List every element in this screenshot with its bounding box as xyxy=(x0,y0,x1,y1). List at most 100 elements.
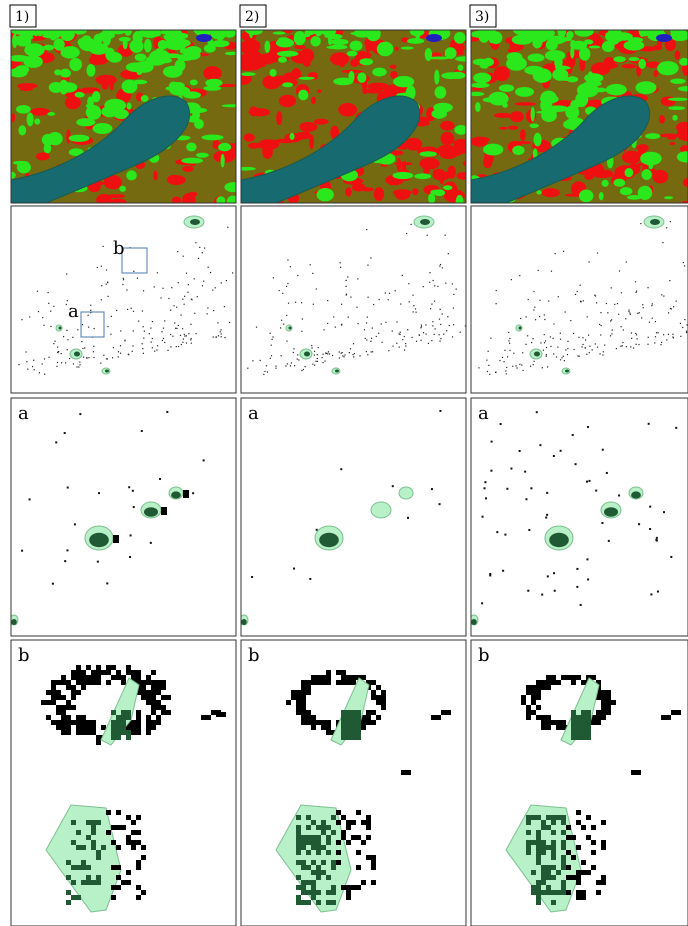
detected-pixel xyxy=(531,885,536,890)
green-class xyxy=(668,106,685,110)
change-pixel xyxy=(136,670,141,675)
detected-pixel xyxy=(326,850,331,855)
detected-pixel xyxy=(551,865,556,870)
change-pixel xyxy=(65,362,66,363)
change-pixel xyxy=(647,344,648,345)
change-pixel xyxy=(385,292,386,293)
change-pixel xyxy=(61,675,66,680)
change-pixel xyxy=(366,322,367,323)
change-pixel xyxy=(575,294,576,295)
change-pixel xyxy=(142,348,143,349)
change-pixel xyxy=(71,670,76,675)
change-pixel xyxy=(76,730,81,735)
green-class xyxy=(670,27,683,36)
change-pixel xyxy=(323,354,324,355)
change-pixel xyxy=(291,362,292,363)
green-class xyxy=(15,28,27,34)
detected-pixel xyxy=(96,880,101,885)
change-pixel xyxy=(301,695,306,700)
change-pixel xyxy=(66,330,67,331)
detected-pixel xyxy=(541,880,546,885)
change-pixel xyxy=(301,680,306,685)
change-pixel xyxy=(283,324,284,325)
change-pixel xyxy=(131,730,136,735)
change-pixel xyxy=(566,865,571,870)
red-class xyxy=(483,157,492,168)
change-pixel xyxy=(666,339,667,340)
change-pixel xyxy=(453,294,454,295)
change-pixel xyxy=(118,356,119,357)
change-pixel xyxy=(521,695,526,700)
change-pixel xyxy=(630,314,631,315)
change-pixel xyxy=(181,344,182,345)
change-pixel xyxy=(136,895,141,900)
detected-pixel xyxy=(576,735,581,740)
change-pixel xyxy=(631,770,641,775)
change-pixel xyxy=(592,349,593,350)
change-pixel xyxy=(591,850,596,855)
detected-pixel xyxy=(561,855,566,860)
change-pixel xyxy=(326,725,331,730)
detected-pixel xyxy=(526,820,531,825)
change-pixel xyxy=(392,330,393,331)
change-pixel xyxy=(161,695,166,700)
change-pixel xyxy=(534,361,535,362)
red-class xyxy=(660,134,679,138)
change-pixel xyxy=(116,845,121,850)
change-pixel xyxy=(97,267,98,268)
change-pixel xyxy=(322,362,323,363)
change-pixel xyxy=(143,326,144,327)
change-pixel xyxy=(571,835,576,840)
green-class xyxy=(532,36,542,48)
change-pixel xyxy=(578,337,579,338)
change-pixel xyxy=(131,820,136,825)
change-pixel xyxy=(586,815,591,820)
change-pixel xyxy=(154,351,155,352)
change-pixel xyxy=(293,352,294,353)
detected-area xyxy=(335,370,339,373)
change-pixel xyxy=(141,685,146,690)
change-pixel xyxy=(297,358,298,359)
change-pixel xyxy=(213,336,214,337)
panel xyxy=(11,206,244,393)
change-pixel xyxy=(316,288,317,289)
green-class xyxy=(92,91,100,102)
change-pixel xyxy=(440,264,441,265)
change-pixel xyxy=(346,890,351,895)
detected-pixel xyxy=(296,840,301,845)
detected-pixel xyxy=(86,835,91,840)
green-class xyxy=(47,132,62,145)
detected-pixel xyxy=(561,845,566,850)
green-class xyxy=(126,62,146,72)
change-pixel xyxy=(127,309,128,310)
change-pixel xyxy=(296,705,301,710)
red-class xyxy=(11,113,15,122)
detected-pixel xyxy=(76,845,81,850)
green-class xyxy=(584,39,594,44)
change-pixel xyxy=(321,680,326,685)
red-class xyxy=(471,137,489,143)
change-pixel xyxy=(150,327,151,328)
water-body xyxy=(196,34,212,42)
change-pixel xyxy=(296,695,301,700)
change-pixel xyxy=(141,695,146,700)
change-pixel xyxy=(327,323,328,324)
change-pixel xyxy=(550,346,551,347)
change-pixel xyxy=(619,270,620,271)
background xyxy=(471,206,688,393)
change-pixel xyxy=(286,286,287,287)
change-pixel xyxy=(280,327,281,328)
change-pixel xyxy=(608,540,610,542)
change-pixel xyxy=(655,321,656,322)
change-pixel xyxy=(571,875,576,880)
change-pixel xyxy=(596,890,601,895)
change-pixel xyxy=(113,535,119,543)
green-class xyxy=(89,43,109,55)
change-pixel xyxy=(301,331,302,332)
change-pixel xyxy=(76,720,81,725)
change-pixel xyxy=(106,665,111,670)
detected-pixel xyxy=(556,870,561,875)
change-pixel xyxy=(553,572,555,574)
change-pixel xyxy=(441,710,451,715)
change-pixel xyxy=(371,710,376,715)
